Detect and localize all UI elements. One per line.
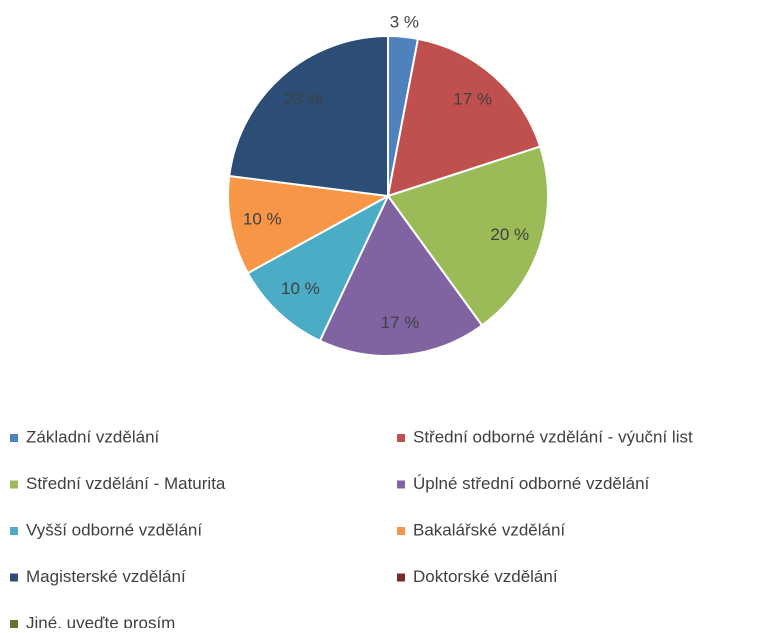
data-label: 17 % — [381, 313, 420, 332]
legend-label: Vyšší odborné vzdělání — [26, 520, 202, 539]
pie-slice — [246, 193, 391, 343]
legend-label: Doktorské vzdělání — [413, 567, 558, 586]
legend-label: Základní vzdělání — [26, 427, 160, 446]
legend-label: Bakalářské vzdělání — [413, 520, 565, 539]
legend-label: Střední odborné vzdělání - výuční list — [413, 427, 693, 446]
data-label: 10 % — [243, 209, 282, 228]
legend-swatch — [397, 434, 405, 442]
legend-swatch — [10, 573, 18, 582]
data-label: 10 % — [281, 279, 320, 298]
data-label: 23 % — [284, 89, 323, 108]
pie-slice — [227, 174, 392, 275]
pie-slice — [318, 194, 484, 357]
legend-label: Magisterské vzdělání — [26, 567, 186, 586]
legend-label: Střední vzdělání - Maturita — [26, 474, 226, 493]
legend-swatch — [10, 434, 18, 442]
legend-swatch — [10, 620, 18, 628]
pie-slice — [228, 34, 389, 198]
data-label: 17 % — [453, 89, 492, 108]
data-label: 3 % — [390, 12, 419, 31]
legend-swatch — [397, 480, 405, 489]
legend-swatch — [397, 573, 405, 582]
data-label: 20 % — [490, 225, 529, 244]
legend-swatch — [397, 527, 405, 535]
legend-swatch — [10, 527, 18, 535]
pie-slice — [386, 37, 542, 198]
legend-label: Jiné, uveďte prosím — [26, 613, 175, 628]
pie-slice — [386, 145, 549, 327]
legend-swatch — [10, 480, 18, 489]
legend-label: Úplné střední odborné vzdělání — [413, 474, 650, 493]
